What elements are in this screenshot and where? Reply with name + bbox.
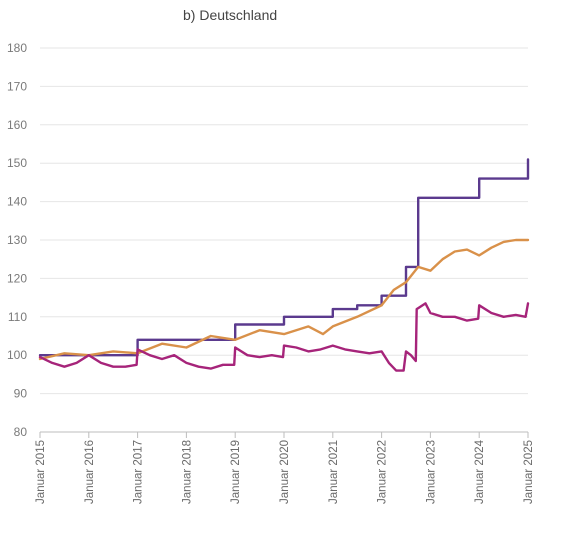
y-tick-label: 150 — [7, 156, 27, 170]
x-tick-label: Januar 2022 — [377, 440, 389, 504]
x-tick-label: Januar 2016 — [84, 440, 96, 504]
y-tick-label: 180 — [7, 41, 27, 55]
series-line-1 — [38, 158, 530, 357]
series-line-3 — [38, 302, 530, 372]
grid-layer — [40, 47, 528, 433]
y-tick-label: 130 — [7, 233, 27, 247]
series-line-2 — [38, 238, 530, 361]
axis-layer — [39, 431, 529, 438]
y-tick-label: 80 — [14, 425, 28, 439]
tick-label-layer: 80 90 100 110 120 130 140 150 160 170 180 Januar 20… — [7, 41, 535, 504]
y-tick-label: 90 — [14, 387, 28, 401]
x-tick-label: Januar 2024 — [474, 439, 486, 504]
x-tick-label: Januar 2025 — [523, 440, 535, 504]
x-tick-label: Januar 2023 — [425, 440, 437, 504]
x-tick-label: Januar 2021 — [328, 440, 340, 504]
y-tick-label: 140 — [7, 195, 27, 209]
y-tick-label: 160 — [7, 118, 27, 132]
series-layer — [38, 158, 530, 372]
x-tick-label: Januar 2020 — [279, 440, 291, 504]
y-tick-label: 110 — [8, 310, 27, 324]
y-tick-label: 170 — [7, 79, 27, 93]
x-tick-label: Januar 2018 — [181, 440, 193, 504]
y-tick-label: 100 — [7, 348, 27, 362]
x-tick-label: Januar 2019 — [230, 440, 242, 504]
x-tick-label: Januar 2015 — [35, 440, 47, 504]
x-tick-label: Januar 2017 — [133, 440, 145, 504]
y-tick-label: 120 — [7, 271, 27, 285]
chart-title: b) Deutschland — [183, 7, 278, 23]
